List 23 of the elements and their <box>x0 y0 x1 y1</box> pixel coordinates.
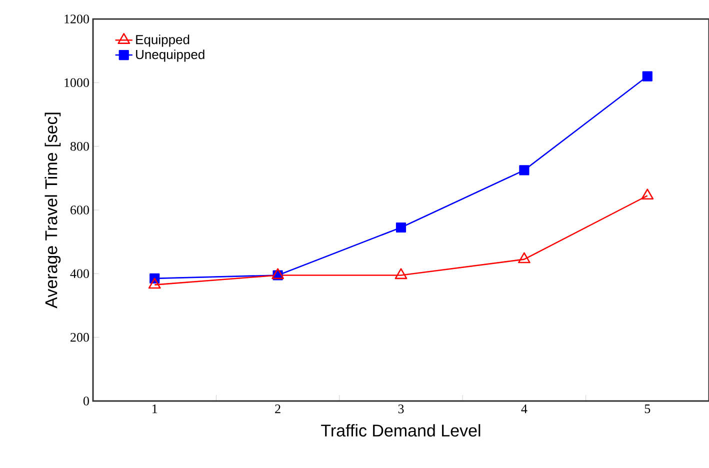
x-tick-label: 2 <box>275 404 280 414</box>
legend-label: Unequipped <box>136 50 204 62</box>
point <box>519 165 530 176</box>
point <box>394 268 408 280</box>
point <box>518 252 530 264</box>
x-tick-label: 1 <box>152 404 158 414</box>
y-tick-label: 0 <box>83 396 89 406</box>
y-tick-label: 200 <box>70 332 89 342</box>
point <box>642 71 652 82</box>
x-tick-label: 4 <box>521 404 528 414</box>
y-tick-label: 400 <box>70 269 89 278</box>
x-tick-label: 5 <box>644 404 650 414</box>
y-tick-label: 600 <box>70 206 89 214</box>
y-tick-label: 800 <box>70 142 89 151</box>
point <box>148 278 161 289</box>
y-tick-label: 1000 <box>64 78 89 88</box>
legend-label: Equipped <box>136 34 190 47</box>
point <box>396 222 406 233</box>
point <box>641 188 654 200</box>
x-axis-title: Traffic Demand Level <box>321 424 480 437</box>
y-tick-label: 1200 <box>64 14 89 24</box>
y-axis-title: Average Travel Time [sec] <box>44 112 61 308</box>
x-tick-label: 3 <box>398 404 404 414</box>
